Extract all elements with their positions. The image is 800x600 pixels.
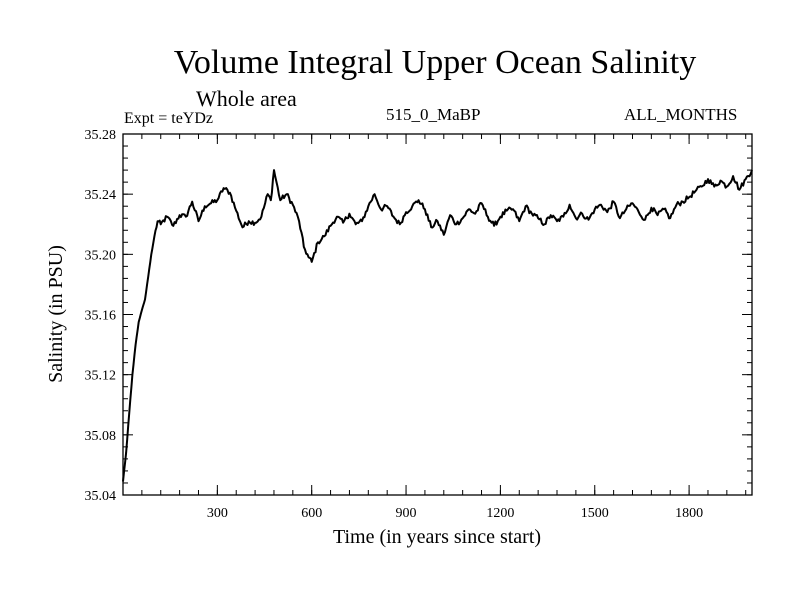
x-tick-label: 1200 <box>486 506 514 521</box>
experiment-label: Expt = teYDz <box>124 110 213 127</box>
y-tick-label: 35.28 <box>85 128 117 143</box>
months-label: ALL_MONTHS <box>624 105 738 124</box>
x-axis-label: Time (in years since start) <box>333 526 541 548</box>
x-tick-label: 1500 <box>581 506 609 521</box>
y-tick-label: 35.12 <box>85 369 117 384</box>
y-tick-label: 35.16 <box>85 309 117 324</box>
y-tick-label: 35.08 <box>85 429 117 444</box>
y-axis-label: Salinity (in PSU) <box>45 245 67 383</box>
y-tick-label: 35.04 <box>85 489 117 504</box>
y-tick-label: 35.24 <box>85 188 117 203</box>
x-tick-label: 1800 <box>675 506 703 521</box>
salinity-series-line <box>122 169 753 482</box>
x-tick-label: 600 <box>301 506 322 521</box>
run-label: 515_0_MaBP <box>386 105 481 124</box>
chart-subtitle: Whole area <box>196 86 297 111</box>
x-tick-label: 300 <box>207 506 228 521</box>
x-tick-label: 900 <box>396 506 417 521</box>
plot-frame <box>122 133 753 496</box>
chart-title: Volume Integral Upper Ocean Salinity <box>173 44 697 81</box>
y-tick-label: 35.20 <box>85 248 117 263</box>
